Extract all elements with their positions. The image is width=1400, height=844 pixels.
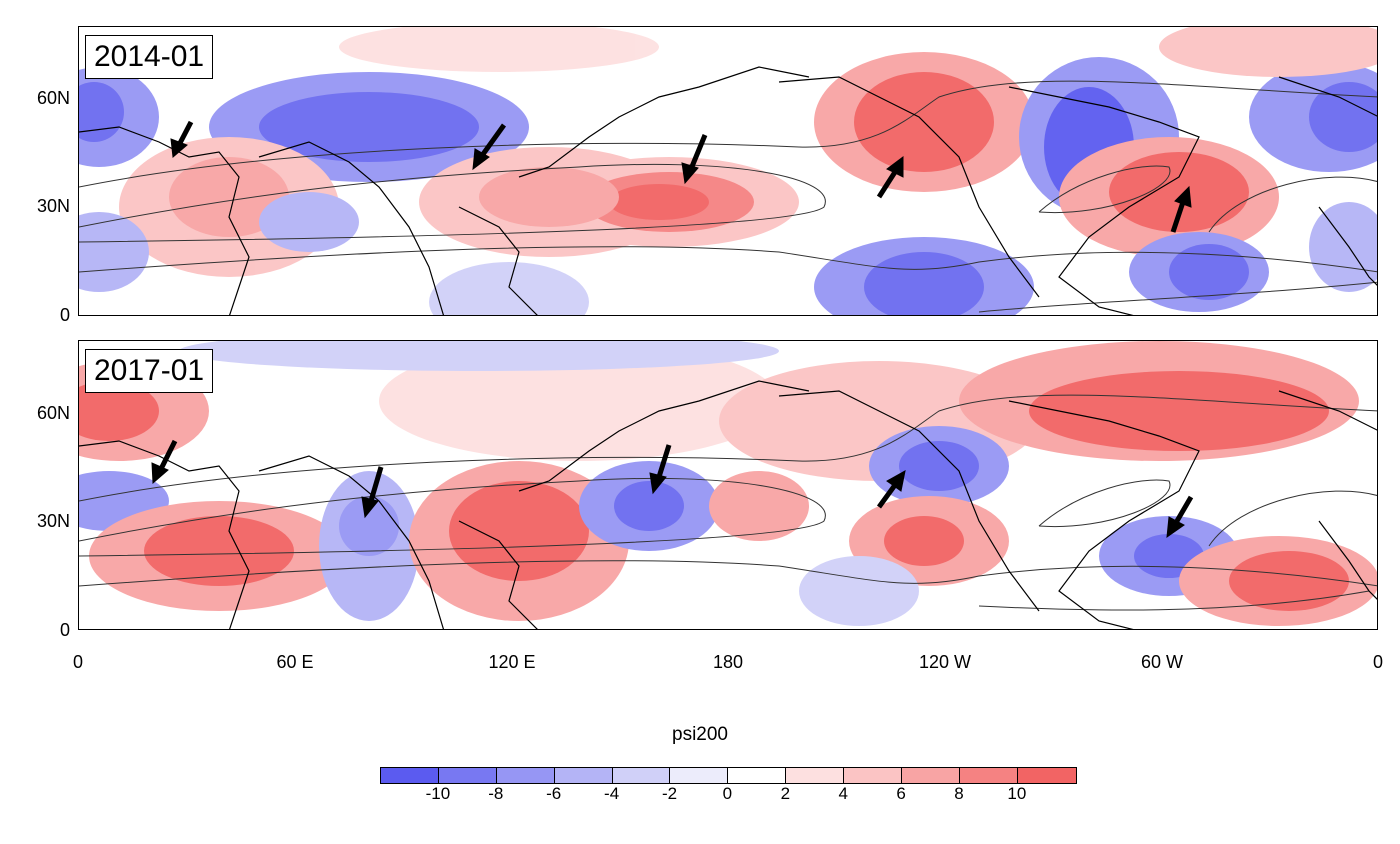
colorbar-tick-label: 10: [1007, 784, 1027, 803]
colorbar-cell: [554, 768, 613, 783]
colorbar-tick-label: 2: [780, 784, 791, 803]
x-tick-label: 120 E: [488, 652, 536, 672]
colorbar-tick-label: -2: [661, 784, 678, 803]
colorbar-cell: [728, 768, 787, 783]
x-tick-label: 0: [72, 652, 84, 672]
y-tick-label: 60N: [36, 403, 70, 423]
colorbar-cell: [612, 768, 671, 783]
x-tick-label: 60 E: [276, 652, 314, 672]
colorbar-tick-label: 8: [954, 784, 964, 803]
colorbar-tick-label: 4: [838, 784, 848, 803]
y-tick-label: 0: [59, 305, 70, 325]
y-tick-label: 60N: [36, 88, 70, 108]
panel-2014-01: 2014-01: [78, 26, 1378, 316]
colorbar-tick-label: -4: [604, 784, 620, 803]
panel-2017-01: 2017-01: [78, 340, 1378, 630]
y-tick-label: 30N: [36, 196, 70, 216]
x-tick-label: 0: [1372, 652, 1384, 672]
colorbar-cell: [670, 768, 729, 783]
colorbar-tick-label: -10: [425, 784, 451, 803]
colorbar-cell: [959, 768, 1018, 783]
arrow-icon: [170, 120, 1192, 233]
colorbar-cell: [496, 768, 555, 783]
colorbar-cell: [1017, 768, 1076, 783]
x-tick-label: 60 W: [1140, 652, 1184, 672]
arrow-icon: [151, 439, 1194, 539]
panel-title: 2017-01: [85, 349, 214, 393]
panel-title: 2014-01: [85, 35, 214, 79]
colorbar-tick-label: 0: [722, 784, 733, 803]
colorbar-cell: [381, 768, 439, 783]
x-tick-label: 180: [712, 652, 744, 672]
y-tick-label: 30N: [36, 511, 70, 531]
colorbar-tick-label: -8: [488, 784, 504, 803]
colorbar-cell: [786, 768, 845, 783]
colorbar: [380, 767, 1077, 784]
colorbar-cell: [438, 768, 497, 783]
colorbar-tick-label: -6: [546, 784, 562, 803]
colorbar-cell: [844, 768, 903, 783]
map-2017-01: [79, 341, 1377, 629]
colorbar-title: psi200: [672, 724, 728, 745]
colorbar-tick-label: 6: [896, 784, 906, 803]
colorbar-cell: [902, 768, 960, 783]
x-tick-label: 120 W: [918, 652, 972, 672]
map-2014-01: [79, 27, 1377, 315]
y-tick-label: 0: [59, 620, 70, 640]
